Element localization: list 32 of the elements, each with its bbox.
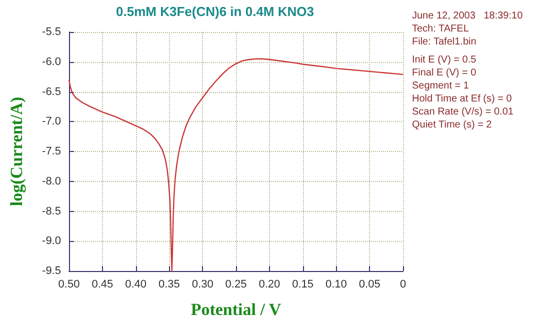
y-tick-label: -9.5: [42, 265, 61, 277]
x-tick-label: 0: [400, 278, 406, 290]
y-axis-title: log(Current/A): [7, 96, 26, 206]
x-tick-label: 0.50: [58, 278, 80, 290]
chart-title: 0.5mM K3Fe(CN)6 in 0.4M KNO3: [116, 4, 314, 19]
y-tick-label: -7.5: [42, 146, 61, 158]
x-tick-label: 0.45: [92, 278, 114, 290]
y-tick-label: -5.5: [42, 26, 61, 38]
y-tick-label: -8.5: [42, 205, 61, 218]
x-tick-label: 0.05: [358, 278, 380, 290]
text: Segment = 1: [412, 80, 470, 92]
text: File: Tafel1.bin: [412, 36, 476, 48]
x-tick-label: 0.20: [258, 278, 280, 290]
text: Tech: TAFEL: [412, 24, 470, 34]
x-tick-label: 0.25: [225, 278, 247, 290]
x-tick-label: 0.15: [292, 278, 314, 290]
text: Scan Rate (V/s) = 0.01: [412, 106, 514, 118]
text: Init E (V) = 0.5: [412, 54, 477, 66]
x-tick-label: 0.30: [192, 278, 214, 290]
y-tick-label: -6.5: [42, 86, 61, 98]
text: Quiet Time (s) = 2: [412, 120, 492, 130]
y-tick-label: -9.0: [42, 235, 61, 248]
y-tick-label: -6.0: [42, 56, 61, 68]
y-tick-label: -8.0: [42, 175, 61, 188]
x-tick-label: 0.35: [158, 278, 180, 290]
text: Final E (V) = 0: [412, 68, 477, 78]
x-tick-label: 0.40: [125, 278, 147, 290]
text: June 12, 2003 18:39:10: [412, 10, 524, 22]
x-tick-label: 0.10: [325, 278, 347, 290]
text: Hold Time at Ef (s) = 0: [412, 94, 512, 104]
x-axis-title: Potential / V: [190, 300, 282, 319]
y-tick-label: -7.0: [42, 116, 61, 128]
